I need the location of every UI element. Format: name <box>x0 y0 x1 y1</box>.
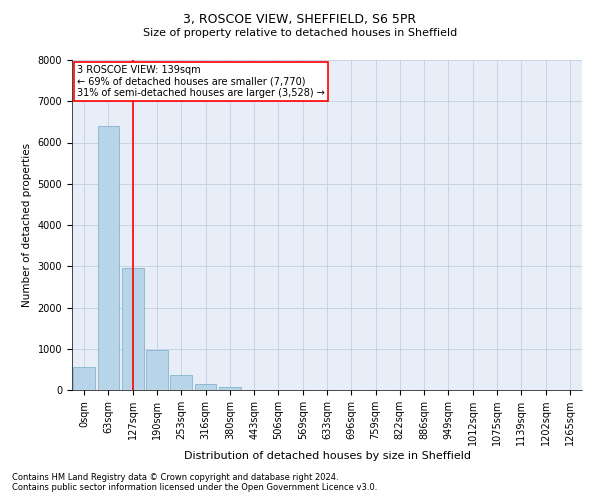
Text: Size of property relative to detached houses in Sheffield: Size of property relative to detached ho… <box>143 28 457 38</box>
Bar <box>219 387 241 390</box>
Text: Contains public sector information licensed under the Open Government Licence v3: Contains public sector information licen… <box>12 484 377 492</box>
Bar <box>73 367 95 390</box>
Bar <box>97 126 119 390</box>
Bar <box>146 350 168 390</box>
Bar <box>170 375 192 390</box>
Text: Contains HM Land Registry data © Crown copyright and database right 2024.: Contains HM Land Registry data © Crown c… <box>12 474 338 482</box>
Bar <box>194 384 217 390</box>
Text: 3 ROSCOE VIEW: 139sqm
← 69% of detached houses are smaller (7,770)
31% of semi-d: 3 ROSCOE VIEW: 139sqm ← 69% of detached … <box>77 65 325 98</box>
X-axis label: Distribution of detached houses by size in Sheffield: Distribution of detached houses by size … <box>184 451 470 461</box>
Y-axis label: Number of detached properties: Number of detached properties <box>22 143 32 307</box>
Bar <box>122 268 143 390</box>
Text: 3, ROSCOE VIEW, SHEFFIELD, S6 5PR: 3, ROSCOE VIEW, SHEFFIELD, S6 5PR <box>184 12 416 26</box>
